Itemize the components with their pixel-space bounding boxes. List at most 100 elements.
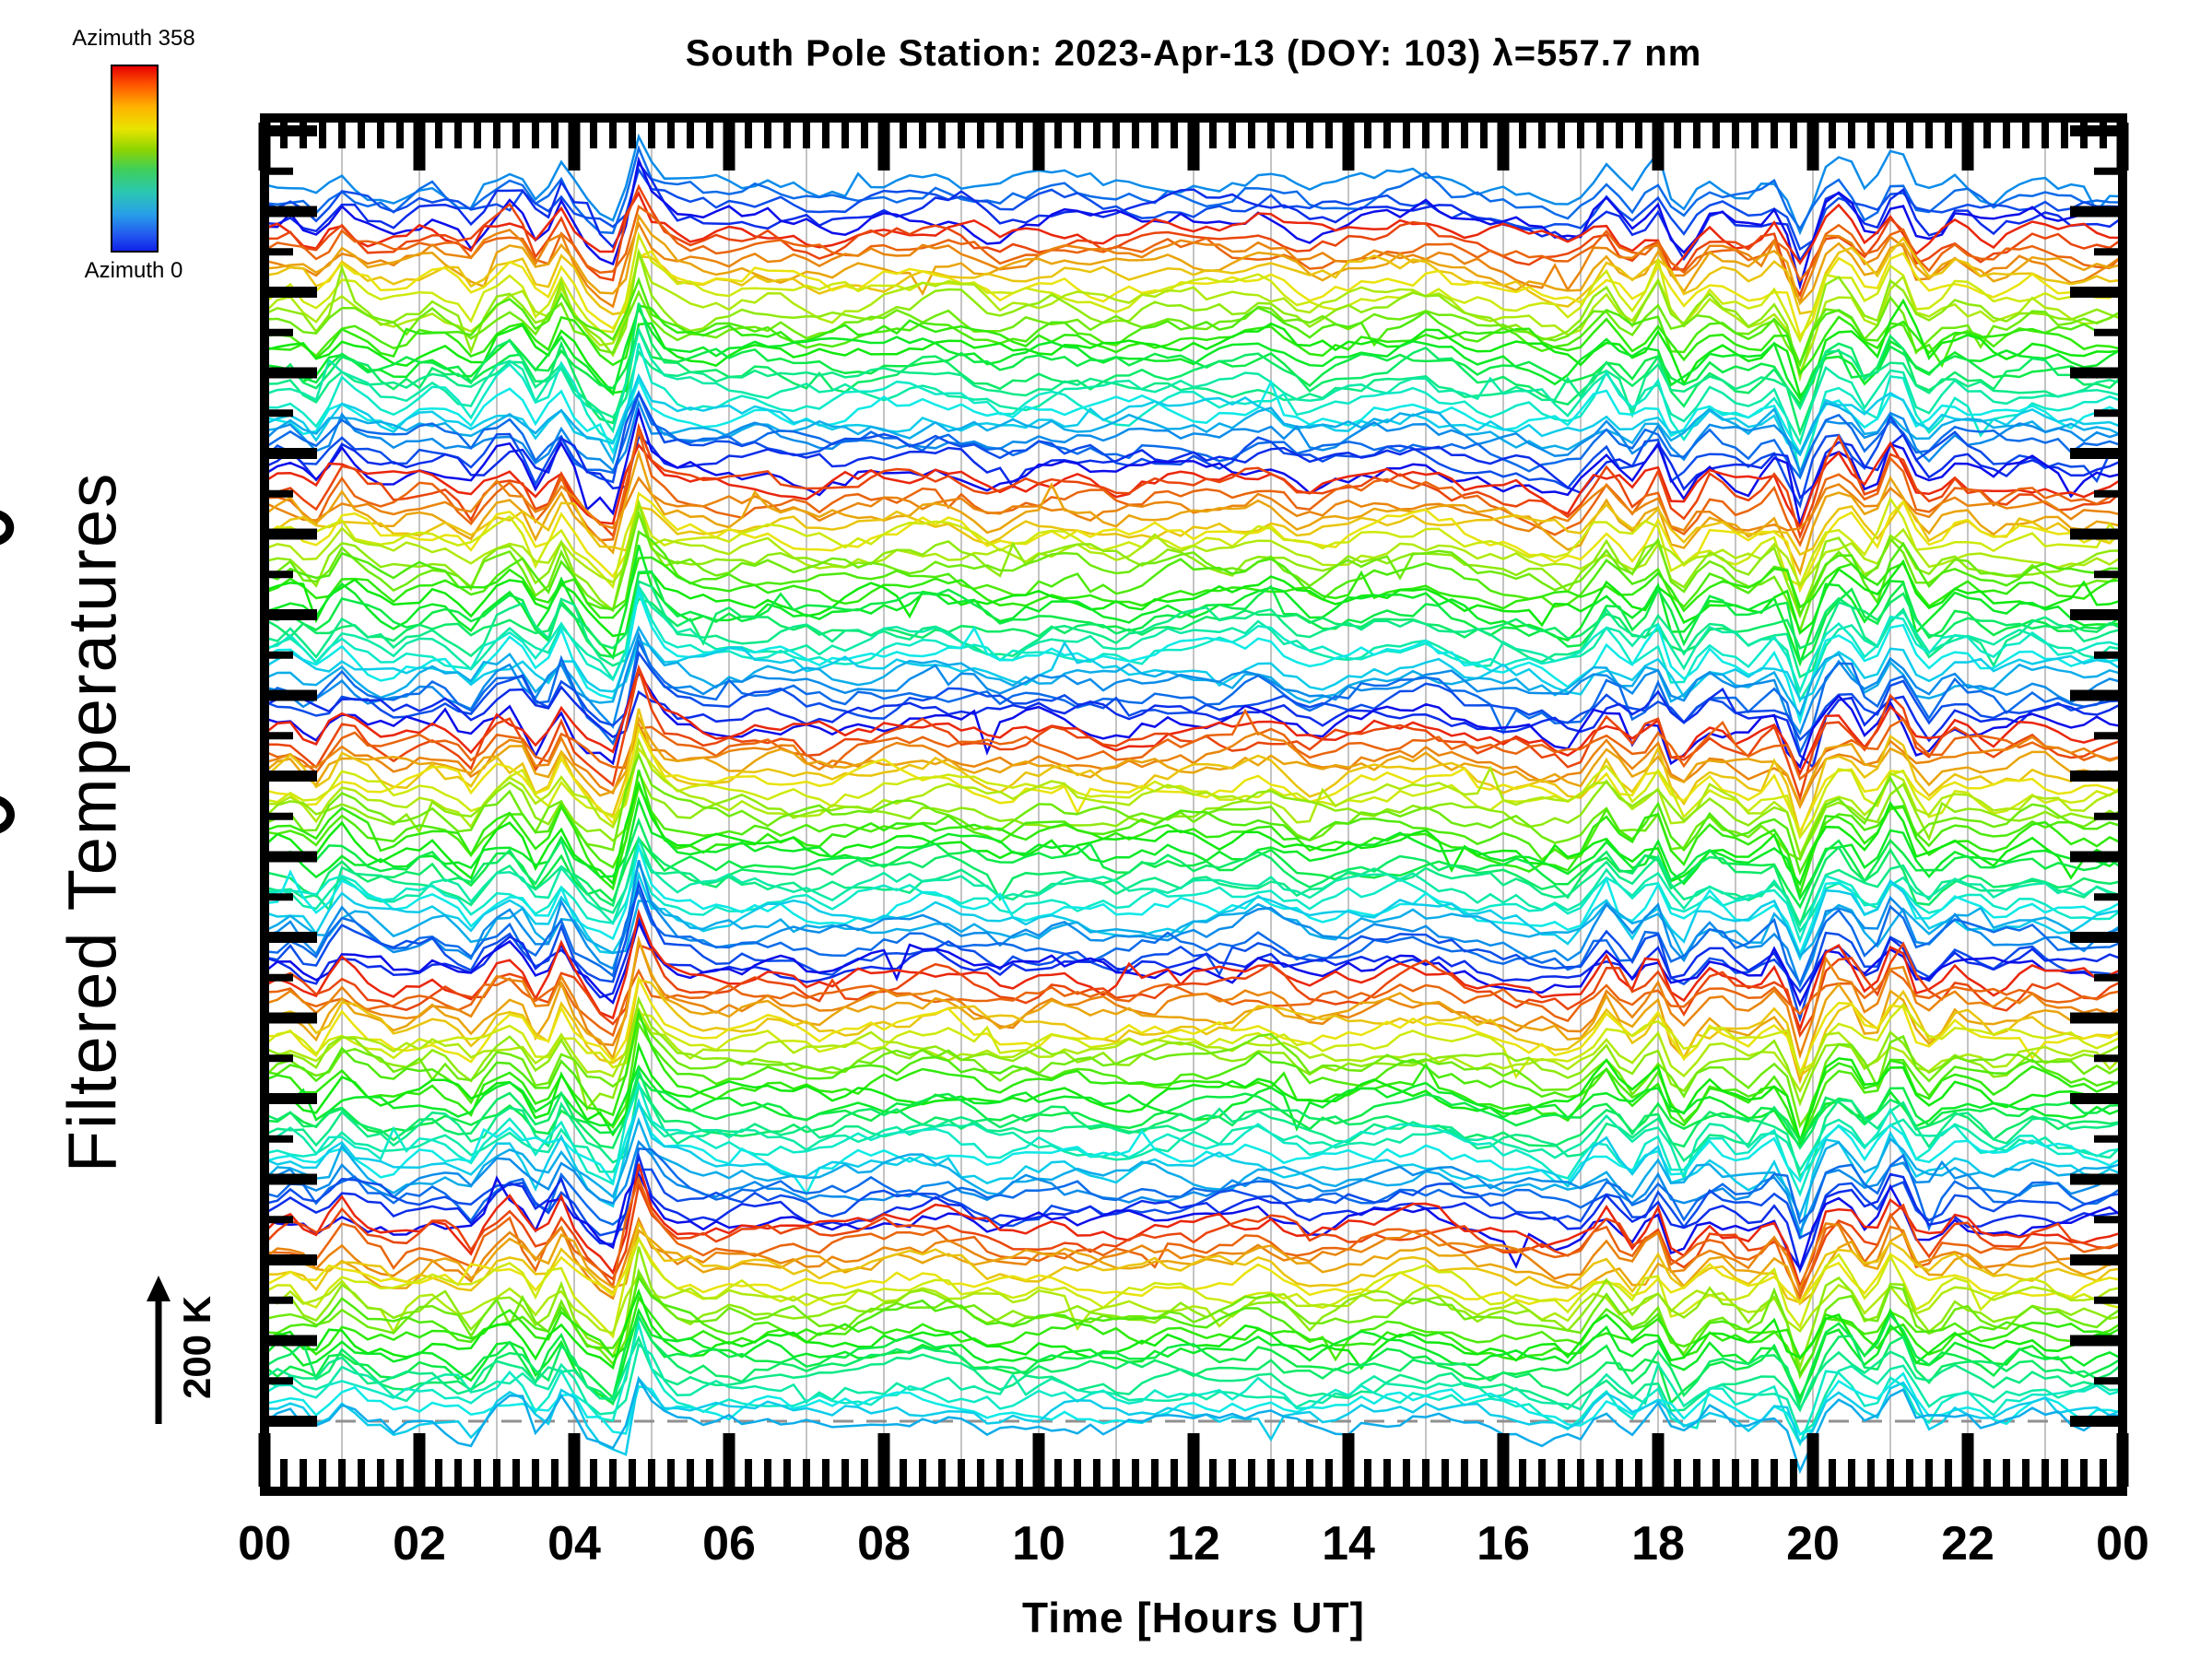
- azimuth-trace: [269, 1100, 2118, 1196]
- azimuth-trace: [269, 441, 2118, 530]
- azimuth-trace: [269, 1312, 2118, 1406]
- azimuth-trace: [269, 1139, 2118, 1235]
- azimuth-trace: [269, 900, 2118, 959]
- x-tick-label: 22: [1941, 1517, 1994, 1571]
- azimuth-trace: [269, 1375, 2118, 1456]
- azimuth-trace: [269, 213, 2118, 306]
- azimuth-trace: [269, 835, 2118, 934]
- azimuth-trace: [269, 1288, 2118, 1371]
- azimuth-trace: [269, 145, 2118, 235]
- azimuth-trace: [269, 476, 2118, 533]
- azimuth-trace: [269, 769, 2118, 858]
- azimuth-trace: [269, 664, 2118, 776]
- clipped-glyph-fragment: [0, 510, 15, 834]
- x-tick-label: 18: [1631, 1517, 1685, 1571]
- azimuth-trace: [269, 908, 2118, 1033]
- azimuth-trace: [269, 1312, 2118, 1412]
- chart-title: South Pole Station: 2023-Apr-13 (DOY: 10…: [685, 33, 1702, 74]
- azimuth-trace: [269, 499, 2118, 619]
- x-tick-label: 14: [1322, 1517, 1375, 1571]
- azimuth-trace: [269, 746, 2118, 841]
- azimuth-trace: [269, 1116, 2118, 1219]
- azimuth-trace: [269, 1007, 2118, 1147]
- azimuth-trace: [269, 343, 2118, 477]
- azimuth-trace: [269, 390, 2118, 465]
- azimuth-trace: [269, 289, 2118, 366]
- x-tick-label: 16: [1477, 1517, 1530, 1571]
- azimuth-trace: [269, 708, 2118, 782]
- azimuth-trace: [269, 1220, 2118, 1304]
- azimuth-trace: [269, 448, 2118, 576]
- azimuth-trace: [269, 491, 2118, 594]
- azimuth-trace: [269, 736, 2118, 859]
- azimuth-trace: [269, 935, 2118, 1085]
- azimuth-trace: [269, 1342, 2118, 1437]
- azimuth-traces: [269, 133, 2118, 1475]
- x-tick-label: 10: [1012, 1517, 1065, 1571]
- azimuth-trace: [269, 276, 2118, 369]
- azimuth-trace: [269, 817, 2118, 928]
- x-tick-label: 00: [238, 1517, 291, 1571]
- azimuth-trace: [269, 1335, 2118, 1413]
- azimuth-trace: [269, 1020, 2118, 1144]
- azimuth-trace: [269, 915, 2118, 999]
- azimuth-trace: [269, 133, 2118, 236]
- azimuth-trace: [269, 769, 2118, 898]
- azimuth-trace: [269, 422, 2118, 540]
- azimuth-trace: [269, 1066, 2118, 1150]
- plot-frame: [260, 113, 2127, 1496]
- azimuth-trace: [269, 888, 2118, 987]
- x-tick-label: 00: [2096, 1517, 2149, 1571]
- azimuth-trace: [269, 836, 2118, 910]
- x-tick-label: 12: [1167, 1517, 1220, 1571]
- axis-ticks: [258, 123, 2129, 1487]
- azimuth-trace: [269, 639, 2118, 701]
- colorbar-gradient: [111, 65, 159, 253]
- azimuth-trace: [269, 556, 2118, 619]
- azimuth-trace: [269, 1246, 2118, 1371]
- azimuth-trace: [269, 298, 2118, 398]
- azimuth-trace: [269, 326, 2118, 406]
- x-tick-label: 04: [547, 1517, 601, 1571]
- azimuth-trace: [269, 530, 2118, 618]
- azimuth-trace: [269, 580, 2118, 679]
- azimuth-trace: [269, 592, 2118, 653]
- x-axis-label: Time [Hours UT]: [1022, 1594, 1365, 1641]
- azimuth-trace: [269, 303, 2118, 376]
- azimuth-trace: [269, 625, 2118, 717]
- azimuth-trace: [269, 1171, 2118, 1272]
- x-tick-label: 08: [857, 1517, 911, 1571]
- azimuth-trace: [269, 1041, 2118, 1145]
- azimuth-trace: [269, 250, 2118, 339]
- x-tick-label: 02: [393, 1517, 446, 1571]
- azimuth-trace: [269, 500, 2118, 557]
- scale-arrow: [147, 1276, 171, 1424]
- x-tick-label: 20: [1786, 1517, 1840, 1571]
- azimuth-trace: [269, 582, 2118, 695]
- azimuth-trace: [269, 1097, 2118, 1240]
- azimuth-trace: [269, 1307, 2118, 1406]
- azimuth-trace: [269, 1175, 2118, 1300]
- azimuth-trace: [269, 715, 2118, 808]
- azimuth-trace: [269, 326, 2118, 446]
- azimuth-trace: [269, 1216, 2118, 1300]
- azimuth-trace: [269, 510, 2118, 588]
- azimuth-trace: [269, 191, 2118, 274]
- azimuth-trace: [269, 780, 2118, 887]
- azimuth-trace: [269, 1163, 2118, 1290]
- azimuth-trace: [269, 559, 2118, 638]
- azimuth-trace: [269, 974, 2118, 1077]
- azimuth-trace: [269, 220, 2118, 309]
- azimuth-trace: [269, 860, 2118, 945]
- azimuth-trace: [269, 1273, 2118, 1335]
- azimuth-trace: [269, 247, 2118, 376]
- azimuth-trace: [269, 841, 2118, 958]
- colorbar-bottom-label: Azimuth 0: [84, 258, 183, 283]
- x-tick-label: 06: [702, 1517, 756, 1571]
- azimuth-trace: [269, 1235, 2118, 1339]
- azimuth-trace: [269, 1151, 2118, 1274]
- azimuth-trace: [269, 1006, 2118, 1094]
- azimuth-trace: [269, 390, 2118, 509]
- colorbar-top-label: Azimuth 358: [72, 26, 195, 51]
